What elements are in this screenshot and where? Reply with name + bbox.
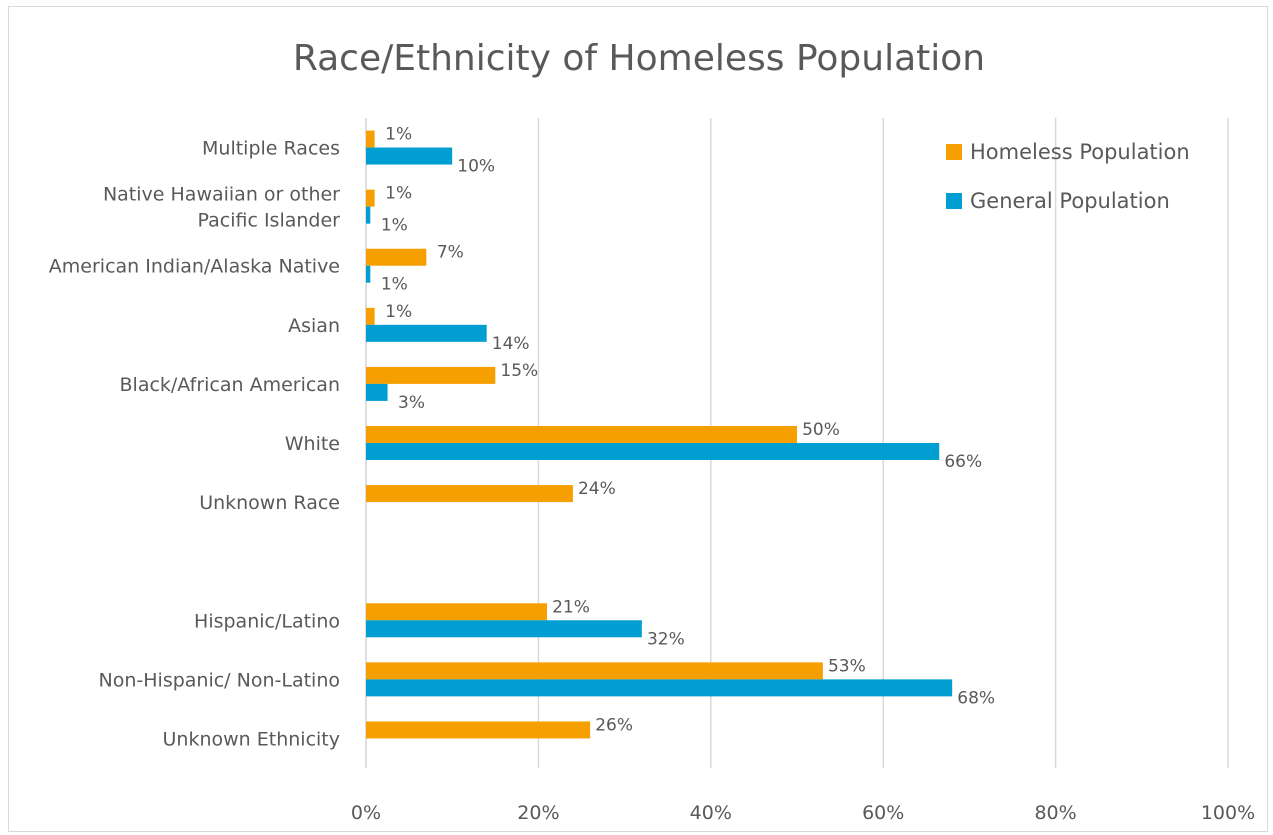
category-label: Non-Hispanic/ Non-Latino — [99, 669, 340, 691]
data-label: 26% — [595, 715, 633, 735]
category-label: White — [285, 433, 340, 455]
chart-title: Race/Ethnicity of Homeless Population — [293, 38, 985, 79]
data-label: 1% — [385, 125, 412, 145]
bar-homeless — [366, 426, 797, 443]
data-label: 21% — [552, 597, 590, 617]
data-label: 1% — [385, 184, 412, 204]
bar-homeless — [366, 307, 375, 325]
bar-general — [366, 443, 940, 460]
bar-homeless — [366, 603, 548, 621]
bar-general — [366, 324, 487, 342]
category-label: Black/African American — [120, 374, 341, 396]
bar-homeless — [366, 248, 427, 266]
category-labels: Multiple Races Native Hawaiian or other Pa… — [49, 138, 340, 751]
bar-homeless — [366, 662, 823, 680]
bar-homeless — [366, 485, 573, 503]
gridlines — [365, 118, 1229, 768]
bar-general — [366, 383, 388, 401]
data-label: 50% — [802, 420, 840, 440]
legend-label-general: General Population — [970, 189, 1170, 213]
data-labels: 1% 10% 1% 1% 7% 1% 1% 14% 15% 3% 50% 66% 24% 21% 32% 53… — [381, 125, 995, 736]
category-label: Hispanic/Latino — [194, 610, 340, 632]
data-label: 1% — [381, 275, 408, 295]
bar-homeless — [366, 130, 375, 148]
legend-swatch-homeless — [946, 144, 962, 160]
data-label: 68% — [957, 688, 995, 708]
data-label: 66% — [944, 452, 982, 472]
category-label: Unknown Race — [199, 492, 340, 514]
bar-general — [366, 620, 642, 638]
data-label: 15% — [500, 361, 538, 381]
bars — [366, 130, 953, 739]
bar-homeless — [366, 366, 496, 384]
category-label: Pacific Islander — [198, 210, 341, 232]
data-label: 7% — [437, 243, 464, 263]
legend: Homeless Population General Population — [946, 140, 1190, 213]
legend-label-homeless: Homeless Population — [970, 140, 1190, 164]
bar-homeless — [366, 721, 591, 739]
bar-homeless — [366, 189, 375, 207]
legend-swatch-general — [946, 193, 962, 209]
data-label: 32% — [647, 629, 685, 649]
category-label: Multiple Races — [202, 138, 340, 160]
bar-general — [366, 679, 953, 697]
bar-general — [366, 206, 371, 224]
x-tick-label: 40% — [690, 802, 732, 824]
data-label: 14% — [492, 334, 530, 354]
data-label: 53% — [828, 656, 866, 676]
x-tick-label: 20% — [517, 802, 559, 824]
x-axis-ticks: 0% 20% 40% 60% 80% 100% — [351, 802, 1255, 824]
category-label: American Indian/Alaska Native — [49, 256, 340, 278]
data-label: 1% — [385, 302, 412, 322]
data-label: 1% — [381, 216, 408, 236]
x-tick-label: 60% — [862, 802, 904, 824]
bar-general — [366, 265, 371, 283]
category-label: Native Hawaiian or other — [103, 184, 340, 206]
x-tick-label: 100% — [1201, 802, 1255, 824]
x-tick-label: 80% — [1034, 802, 1076, 824]
data-label: 10% — [457, 157, 495, 177]
x-tick-label: 0% — [351, 802, 381, 824]
bar-general — [366, 147, 453, 165]
data-label: 3% — [398, 393, 425, 413]
category-label: Asian — [288, 315, 340, 337]
category-label: Unknown Ethnicity — [163, 728, 340, 750]
data-label: 24% — [578, 479, 616, 499]
